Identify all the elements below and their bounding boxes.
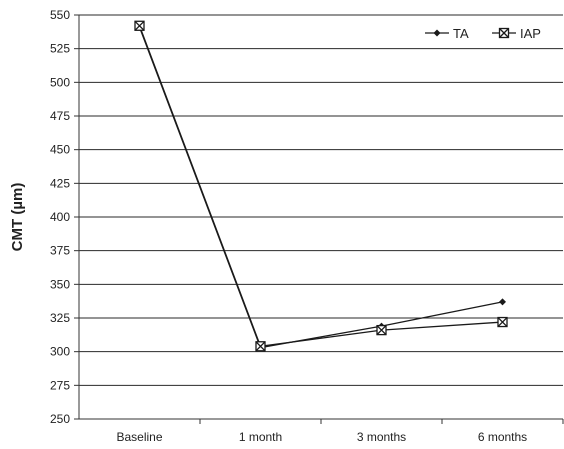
legend-marker-iap bbox=[498, 27, 510, 39]
x-axis-ticks: Baseline 1 month 3 months 6 months bbox=[116, 419, 564, 444]
y-tick-label: 400 bbox=[50, 210, 70, 224]
legend-marker-ta bbox=[433, 29, 441, 37]
y-axis-title: CMT (µm) bbox=[9, 183, 26, 252]
legend-label: IAP bbox=[520, 26, 541, 41]
gridlines bbox=[79, 14, 563, 386]
x-tick-label: 1 month bbox=[239, 430, 282, 444]
y-tick-label: 250 bbox=[50, 412, 70, 426]
series-line-ta bbox=[138, 26, 503, 349]
y-tick-label: 550 bbox=[50, 8, 70, 22]
legend: TA IAP bbox=[425, 26, 541, 41]
y-axis-ticks: 250 275 300 325 350 375 400 425 450 475 500 525 550 bbox=[50, 8, 79, 426]
y-tick-label: 500 bbox=[50, 75, 70, 89]
legend-label: TA bbox=[453, 26, 469, 41]
y-tick-label: 525 bbox=[50, 42, 70, 56]
data-point-iap bbox=[497, 316, 508, 328]
series-line-iap bbox=[138, 25, 503, 347]
y-tick-label: 450 bbox=[50, 143, 70, 157]
data-point-iap bbox=[255, 341, 266, 352]
y-tick-label: 325 bbox=[50, 311, 70, 325]
y-tick-label: 350 bbox=[50, 277, 70, 291]
data-point-iap bbox=[134, 20, 145, 31]
y-tick-label: 425 bbox=[50, 176, 70, 190]
x-tick-label: 6 months bbox=[478, 430, 527, 444]
legend-item-iap: IAP bbox=[492, 26, 541, 41]
data-point-ta bbox=[499, 298, 506, 306]
y-tick-label: 275 bbox=[50, 378, 70, 392]
series-layer bbox=[134, 20, 508, 352]
y-tick-label: 475 bbox=[50, 109, 70, 123]
x-tick-label: 3 months bbox=[357, 430, 406, 444]
x-tick-label: Baseline bbox=[116, 430, 162, 444]
y-tick-label: 300 bbox=[50, 345, 70, 359]
y-tick-label: 375 bbox=[50, 244, 70, 258]
data-point-iap bbox=[376, 324, 387, 336]
legend-item-ta: TA bbox=[425, 26, 469, 41]
